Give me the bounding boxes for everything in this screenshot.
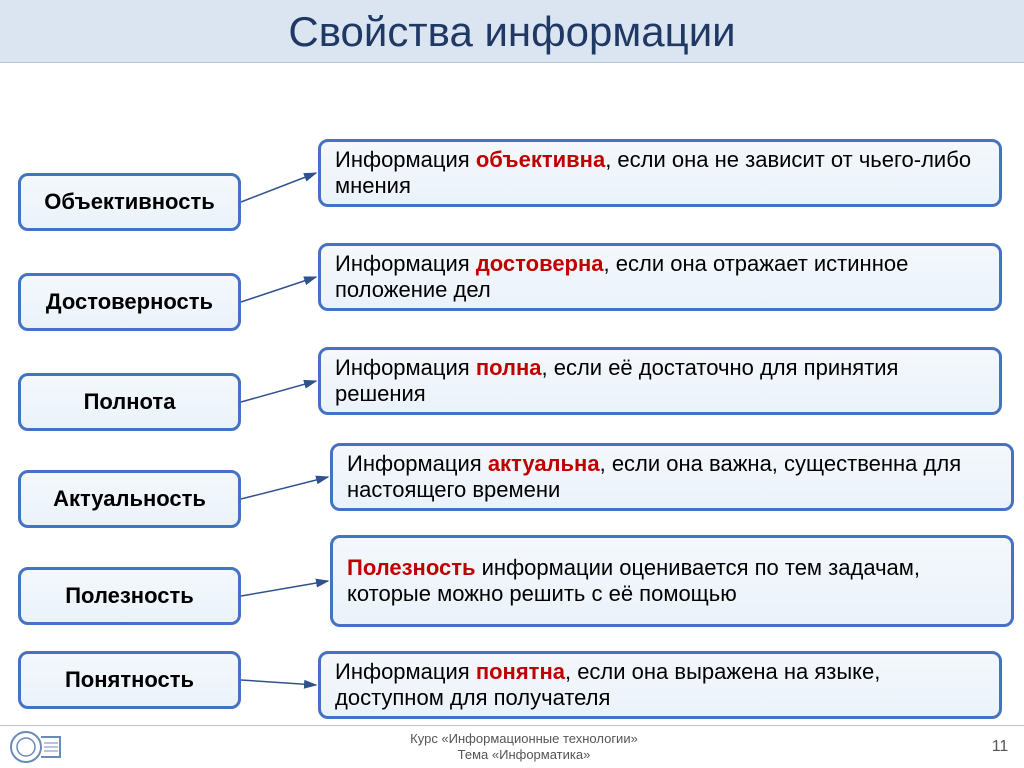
property-label: Объективность bbox=[18, 173, 241, 231]
property-description: Информация актуальна, если она важна, су… bbox=[330, 443, 1014, 511]
property-description: Информация достоверна, если она отражает… bbox=[318, 243, 1002, 311]
slide-title: Свойства информации bbox=[0, 8, 1024, 56]
title-bar: Свойства информации bbox=[0, 0, 1024, 63]
footer-text: Курс «Информационные технологии» Тема «И… bbox=[72, 731, 976, 762]
content-area: Объективность Информация объективна, если… bbox=[0, 63, 1024, 703]
property-label: Полнота bbox=[18, 373, 241, 431]
property-label: Достоверность bbox=[18, 273, 241, 331]
page-number: 11 bbox=[976, 738, 1024, 756]
property-label: Понятность bbox=[18, 651, 241, 709]
footer-line2: Тема «Информатика» bbox=[72, 747, 976, 763]
property-description: Полезность информации оценивается по тем… bbox=[330, 535, 1014, 627]
highlight-word: полна bbox=[476, 355, 542, 380]
property-label: Актуальность bbox=[18, 470, 241, 528]
highlight-word: достоверна bbox=[476, 251, 604, 276]
property-description: Информация полна, если её достаточно для… bbox=[318, 347, 1002, 415]
property-description: Информация понятна, если она выражена на… bbox=[318, 651, 1002, 719]
footer: Курс «Информационные технологии» Тема «И… bbox=[0, 725, 1024, 767]
logo-icon bbox=[0, 726, 72, 768]
highlight-word: актуальна bbox=[488, 451, 600, 476]
property-label: Полезность bbox=[18, 567, 241, 625]
footer-line1: Курс «Информационные технологии» bbox=[72, 731, 976, 747]
highlight-word: Полезность bbox=[347, 555, 476, 580]
highlight-word: объективна bbox=[476, 147, 605, 172]
highlight-word: понятна bbox=[476, 659, 565, 684]
property-description: Информация объективна, если она не завис… bbox=[318, 139, 1002, 207]
